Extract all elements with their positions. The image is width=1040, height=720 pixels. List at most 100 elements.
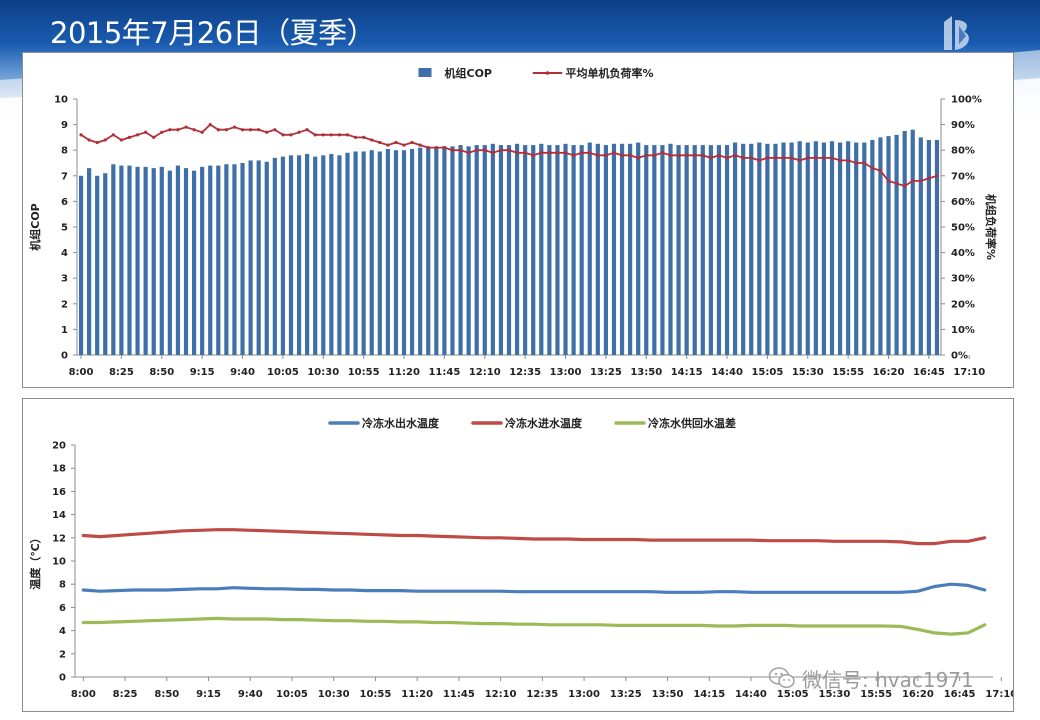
cop-bar — [644, 145, 649, 355]
cop-bar — [442, 146, 447, 355]
cop-bar — [700, 145, 705, 355]
load-rate-point — [806, 156, 810, 160]
load-rate-point — [919, 179, 923, 183]
cop-bar — [732, 142, 738, 355]
cop-bar — [200, 166, 205, 355]
cop-bar — [272, 157, 277, 355]
cop-bar — [353, 151, 358, 355]
x-tick-label: 9:15 — [190, 367, 215, 378]
load-rate-point — [467, 151, 471, 155]
x-tick-label: 10:05 — [267, 367, 299, 378]
x-tick-label: 8:25 — [109, 367, 134, 378]
load-rate-point — [329, 133, 333, 137]
load-rate-point — [184, 125, 188, 129]
cop-bar — [668, 143, 673, 355]
cop-bar — [523, 145, 528, 355]
load-rate-point — [297, 130, 301, 134]
cop-bar — [95, 175, 100, 355]
load-rate-point — [911, 179, 915, 183]
load-rate-point — [596, 153, 600, 157]
y2-tick-label: 30% — [951, 274, 975, 285]
legend-label: 平均单机负荷率% — [566, 66, 654, 80]
y2-tick-label: 60% — [951, 197, 975, 208]
load-rate-point — [539, 151, 543, 155]
watermark: 微信号: hvac1971 — [768, 664, 974, 692]
inlet-temperature-line — [81, 528, 987, 546]
x-tick-label: 11:45 — [443, 689, 475, 700]
load-rate-point — [830, 156, 834, 160]
load-rate-point — [701, 153, 705, 157]
x-tick-label: 15:30 — [819, 689, 851, 700]
load-rate-point — [119, 138, 124, 142]
cop-bar — [87, 168, 92, 355]
load-rate-point — [103, 138, 107, 142]
x-tick-label: 9:15 — [196, 689, 221, 700]
cop-bar — [894, 134, 899, 355]
x-tick-label: 10:05 — [276, 689, 308, 700]
load-rate-point — [160, 130, 164, 134]
load-rate-point — [434, 146, 438, 150]
load-rate-point — [604, 153, 608, 157]
load-rate-point — [240, 128, 245, 132]
cop-bar — [547, 145, 552, 355]
y2-axis-title: 机组负荷率% — [984, 194, 998, 260]
y-tick-label: 7 — [61, 171, 68, 182]
load-rate-point — [289, 133, 293, 137]
load-rate-point — [192, 128, 196, 132]
cop-bar — [789, 142, 794, 355]
cop-bar — [579, 145, 584, 355]
cop-load-chart-panel: 0 1 2 3 4 5 6 7 8 9 10 0% 10% 20% 30% 40% 50% 60% 70% 80% 90… — [22, 52, 1014, 388]
cop-bar — [288, 155, 294, 355]
cop-bar — [821, 142, 827, 355]
x-tick-label: 15:05 — [751, 367, 783, 378]
cop-bar — [684, 145, 689, 355]
load-rate-point — [814, 156, 818, 160]
load-rate-point — [620, 153, 624, 157]
cop-bar — [539, 143, 544, 355]
load-rate-point — [571, 153, 576, 157]
x-tick-label: 12:10 — [485, 689, 517, 700]
load-rate-point — [265, 130, 269, 134]
legend-label: 冷冻水出水温度 — [362, 416, 440, 430]
load-rate-point — [846, 158, 850, 163]
load-rate-point — [507, 148, 511, 152]
cop-bar — [296, 155, 302, 355]
y-tick-label: 6 — [59, 603, 66, 614]
load-rate-point — [168, 128, 172, 132]
load-rate-point — [257, 128, 261, 132]
load-rate-point — [878, 169, 883, 173]
cop-bar — [708, 145, 713, 355]
load-rate-point — [111, 133, 115, 137]
load-rate-point — [717, 153, 721, 157]
x-tick-label: 13:25 — [590, 367, 622, 378]
water-temperature-chart-panel: 0 2 4 6 8 10 12 14 16 18 20 8:00 8:25 8:50 9:15 9:40 10:… — [22, 398, 1014, 712]
load-rate-point — [450, 148, 455, 152]
load-rate-point — [927, 176, 931, 180]
load-rate-point — [208, 123, 212, 127]
legend-swatch-marker — [545, 71, 550, 75]
x-tick-label: 9:40 — [238, 689, 263, 700]
x-tick-label: 8:00 — [69, 367, 94, 378]
x-tick-label: 11:20 — [401, 689, 433, 700]
cop-bar — [846, 141, 851, 355]
y-tick-label: 0 — [61, 351, 68, 362]
load-rate-point — [547, 151, 551, 155]
x-tick-label: 14:40 — [711, 367, 743, 378]
cop-bar — [167, 170, 172, 355]
x-tick-label: 14:40 — [735, 689, 767, 700]
load-rate-point — [903, 184, 907, 188]
load-rate-point — [281, 133, 285, 137]
cop-bar — [305, 154, 310, 355]
legend-label: 机组COP — [445, 66, 493, 80]
cop-bar — [361, 151, 366, 355]
cop-bar — [240, 163, 245, 355]
cop-bar — [337, 155, 342, 355]
cop-bar — [135, 166, 140, 355]
x-tick-label: 13:50 — [630, 367, 662, 378]
load-rate-point — [127, 135, 132, 139]
x-tick-label: 14:15 — [693, 689, 725, 700]
x-tick-label: 10:55 — [348, 367, 380, 378]
load-rate-point — [935, 174, 939, 178]
x-tick-label: 11:20 — [388, 367, 420, 378]
x-tick-label: 15:30 — [792, 367, 824, 378]
